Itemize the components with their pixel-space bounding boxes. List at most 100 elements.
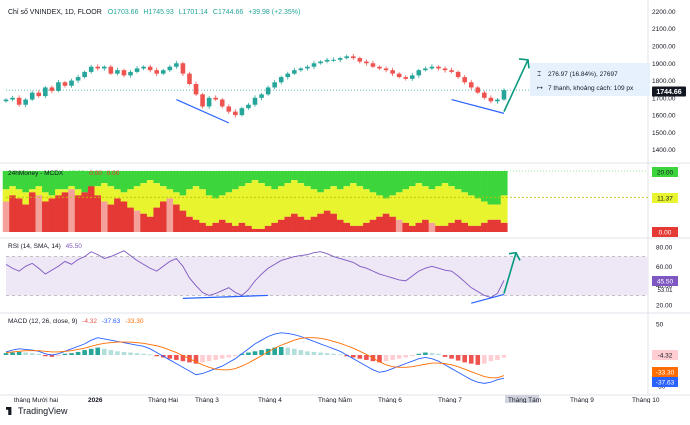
candle[interactable] <box>141 66 146 69</box>
price-pane[interactable] <box>3 53 648 124</box>
candle[interactable] <box>311 63 317 67</box>
candle[interactable] <box>390 70 395 74</box>
candle[interactable] <box>101 66 107 69</box>
rsi-trendline-1[interactable] <box>182 294 269 299</box>
candle[interactable] <box>482 92 487 98</box>
candle[interactable] <box>350 56 356 59</box>
candle[interactable] <box>115 70 120 74</box>
candle[interactable] <box>429 66 435 69</box>
rsi-projection-arrow[interactable] <box>503 252 517 294</box>
candle[interactable] <box>121 70 127 76</box>
candle[interactable] <box>318 61 323 64</box>
candle[interactable] <box>193 84 199 95</box>
macd-legend[interactable]: MACD (12, 26, close, 9) -4.32 -37.63 -33… <box>8 318 144 325</box>
candle[interactable] <box>174 63 179 67</box>
mcdx-pane[interactable] <box>2 170 648 232</box>
candle[interactable] <box>298 68 304 71</box>
candle[interactable] <box>455 71 461 78</box>
candle[interactable] <box>95 66 101 69</box>
candle[interactable] <box>43 87 48 97</box>
candle[interactable] <box>62 82 68 86</box>
mcdx-legend[interactable]: 24hMoney - MCDX 20.00 0.00 0.00 <box>8 170 120 177</box>
projection-arrow[interactable] <box>503 59 529 112</box>
candle[interactable] <box>23 99 28 105</box>
rsi-trendline-2[interactable] <box>471 293 505 304</box>
candle[interactable] <box>396 73 402 78</box>
candle[interactable] <box>495 99 500 102</box>
candle[interactable] <box>187 73 192 84</box>
candle[interactable] <box>154 70 160 74</box>
price-trendline-2[interactable] <box>451 98 505 114</box>
candle[interactable] <box>160 70 166 74</box>
rsi-pane[interactable] <box>5 250 648 304</box>
candle[interactable] <box>370 63 376 67</box>
candle[interactable] <box>36 92 42 97</box>
price-axis[interactable]: 1400.00 1500.00 1600.00 1700.00 1800.00 1900.… <box>652 9 676 390</box>
candle[interactable] <box>324 59 330 62</box>
price-symbol-legend[interactable]: Chỉ số VNINDEX, 1D, FLOOR O1703.66 H1745… <box>8 7 300 16</box>
candle[interactable] <box>200 94 205 107</box>
candle[interactable] <box>442 68 448 71</box>
candle[interactable] <box>278 77 284 83</box>
candle[interactable] <box>377 66 382 69</box>
candle[interactable] <box>383 68 389 71</box>
candle[interactable] <box>468 82 474 88</box>
candle[interactable] <box>128 71 133 76</box>
candle[interactable] <box>423 68 428 71</box>
candle[interactable] <box>69 80 74 86</box>
candle[interactable] <box>147 66 153 71</box>
candle[interactable] <box>292 70 297 74</box>
candle[interactable] <box>226 106 232 112</box>
candle[interactable] <box>233 111 238 116</box>
candle[interactable] <box>10 97 15 100</box>
tradingview-logo[interactable]: TradingView <box>6 405 68 417</box>
candle[interactable] <box>259 94 264 98</box>
candle[interactable] <box>29 92 35 100</box>
candle[interactable] <box>357 58 363 62</box>
macd-signal-line[interactable] <box>5 337 505 379</box>
candle[interactable] <box>239 108 245 116</box>
candle[interactable] <box>213 97 218 100</box>
candle[interactable] <box>167 66 173 71</box>
rsi-line[interactable] <box>5 250 505 298</box>
candle[interactable] <box>3 99 9 102</box>
price-trendline-1[interactable] <box>176 98 230 124</box>
last-price-tag[interactable]: 1744.66 <box>652 86 686 97</box>
candle[interactable] <box>488 97 494 102</box>
candle[interactable] <box>337 58 343 60</box>
candle[interactable] <box>206 97 212 107</box>
candle[interactable] <box>246 104 251 109</box>
candle[interactable] <box>219 99 225 107</box>
candle[interactable] <box>49 87 55 91</box>
candle[interactable] <box>436 66 441 69</box>
candle[interactable] <box>88 66 94 72</box>
macd-line[interactable] <box>5 332 505 384</box>
candle[interactable] <box>331 59 336 61</box>
candle[interactable] <box>416 70 422 76</box>
candle[interactable] <box>252 97 258 105</box>
candle[interactable] <box>475 87 481 93</box>
macd-pane[interactable] <box>3 332 507 384</box>
candle[interactable] <box>462 77 467 83</box>
candle[interactable] <box>364 61 369 64</box>
candle[interactable] <box>449 70 454 72</box>
candle[interactable] <box>265 87 271 95</box>
rsi-legend[interactable]: RSI (14, SMA, 14) 45.50 <box>8 243 82 250</box>
candle[interactable] <box>285 73 291 78</box>
time-axis[interactable]: tháng Mười hai 2026 Tháng Hai Tháng 3 Tháng … <box>14 395 660 404</box>
candle[interactable] <box>75 77 81 81</box>
candle[interactable] <box>16 97 22 105</box>
candle[interactable] <box>108 66 114 74</box>
measure-tool[interactable]: ⌶ 276.97 (16.84%), 27697 ↦ 7 thanh, khoả… <box>530 63 650 96</box>
candle[interactable] <box>272 82 277 88</box>
candle[interactable] <box>409 75 415 79</box>
candle[interactable] <box>180 63 186 74</box>
candle[interactable] <box>501 90 507 100</box>
candle[interactable] <box>403 77 409 79</box>
candle[interactable] <box>134 68 140 72</box>
candle[interactable] <box>56 82 61 91</box>
candle[interactable] <box>82 71 87 78</box>
candle[interactable] <box>344 56 350 59</box>
